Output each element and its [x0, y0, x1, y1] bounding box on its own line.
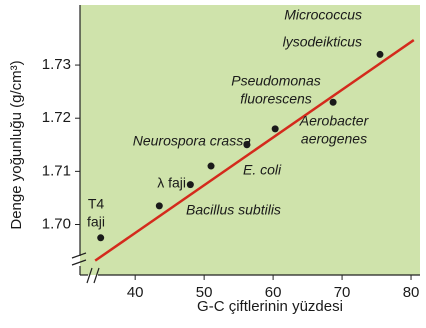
axis-break [86, 267, 100, 284]
point [271, 125, 279, 133]
x-tick-label: 50 [196, 284, 213, 301]
point [155, 202, 163, 210]
point-label: fluorescens [240, 91, 312, 107]
point [97, 234, 105, 242]
axis-break [71, 252, 87, 266]
x-axis-title: G-C çiftlerinin yüzdesi [197, 298, 343, 315]
point [243, 141, 251, 149]
point-label: Bacillus subtilis [186, 202, 281, 218]
point-label: E. coli [243, 162, 282, 178]
y-tick-label: 1.70 [42, 215, 71, 232]
point [186, 181, 194, 189]
point [207, 162, 215, 170]
point-label: aerogenes [301, 131, 367, 147]
x-tick-label: 80 [403, 284, 420, 301]
point [329, 98, 337, 106]
y-tick-label: 1.71 [42, 162, 71, 179]
x-tick-label: 40 [127, 284, 144, 301]
point-label: faji [87, 214, 105, 230]
point-label: lysodeikticus [283, 34, 362, 50]
point-label: Neurospora crassa [133, 133, 251, 149]
point-label: λ faji [157, 175, 186, 191]
fit-line [94, 39, 415, 262]
point-label: Aerobacter [299, 113, 370, 129]
x-tick-label: 70 [334, 284, 351, 301]
y-axis-title: Denge yoğunluğu (g/cm³) [8, 60, 25, 229]
point-label: T4 [88, 196, 105, 212]
y-tick-label: 1.72 [42, 109, 71, 126]
y-tick-label: 1.73 [42, 56, 71, 73]
point-label: Pseudomonas [231, 73, 321, 89]
x-tick-label: 60 [265, 284, 282, 301]
point [376, 50, 384, 58]
point-label: Micrococcus [284, 7, 362, 23]
plot-area [80, 5, 420, 275]
